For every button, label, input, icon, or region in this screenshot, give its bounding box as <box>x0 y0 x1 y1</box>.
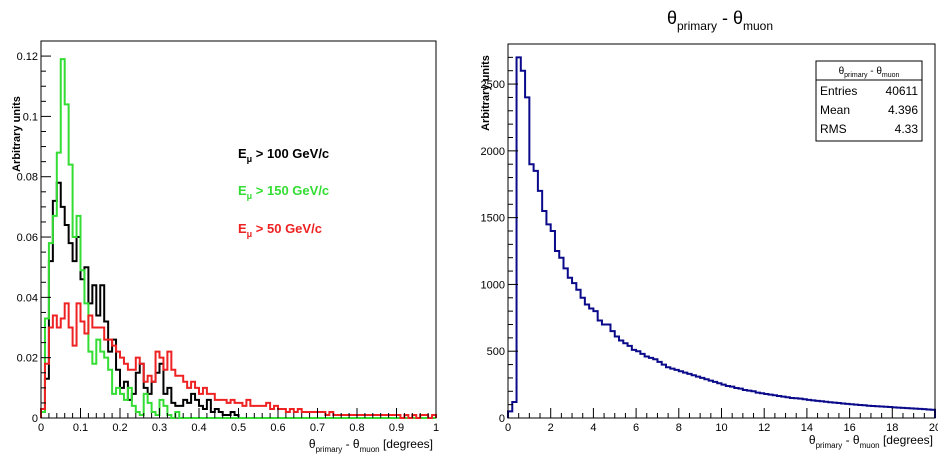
right-y-tick-label: 1500 <box>481 213 505 225</box>
right-series-0-line <box>507 56 936 418</box>
left-y-ticks: 0 0.02 0.04 0.06 0.08 0.1 0.12 <box>17 40 51 425</box>
left-x-tick-label: 0.8 <box>349 422 364 434</box>
right-x-tick-label: 20 <box>929 422 938 434</box>
left-series-1-line <box>40 58 436 419</box>
left-x-tick-label: 0.6 <box>270 422 285 434</box>
right-y-axis-label: Arbitrary units <box>480 55 492 131</box>
left-x-tick-label: 0.5 <box>231 422 246 434</box>
right-series-group <box>507 56 936 418</box>
right-x-tick-label: 16 <box>843 422 855 434</box>
right-x-tick-label: 8 <box>676 422 682 434</box>
left-legend: Eμ > 100 GeV/c Eμ > 150 GeV/c Eμ > 50 Ge… <box>238 146 329 239</box>
stats-mean-label: Mean <box>820 103 850 117</box>
left-x-tick-label: 0.1 <box>73 422 88 434</box>
stats-mean-value: 4.396 <box>888 103 918 117</box>
stats-box-title: θprimary - θmuon <box>839 66 900 79</box>
right-x-tick-label: 18 <box>886 422 898 434</box>
left-series-0-line <box>40 181 436 419</box>
right-y-tick-label: 500 <box>487 346 505 358</box>
right-histogram-plot: θprimary - θmuon 0 2 4 6 8 10 12 14 16 18 20 0 500 1… <box>480 8 938 450</box>
stats-entries-value: 40611 <box>886 84 919 98</box>
legend-entry-150: Eμ > 150 GeV/c <box>238 183 329 201</box>
left-x-tick-label: 0.2 <box>112 422 127 434</box>
left-series-group <box>40 58 437 419</box>
left-x-tick-label: 0.9 <box>389 422 404 434</box>
left-y-tick-label: 0.02 <box>17 353 38 365</box>
legend-entry-50: Eμ > 50 GeV/c <box>238 221 322 239</box>
stats-rms-value: 4.33 <box>895 122 919 136</box>
left-y-tick-label: 0.12 <box>17 51 38 63</box>
stats-box: θprimary - θmuon Entries 40611 Mean 4.39… <box>815 60 923 142</box>
left-x-axis-label: θprimary - θmuon [degrees] <box>309 437 433 454</box>
stats-box-frame <box>815 60 923 142</box>
left-histogram-plot: 0 0.1 0.2 0.3 0.4 0.5 0.6 0.7 0.8 0.9 1 00.020.040… <box>11 40 439 454</box>
right-x-tick-label: 6 <box>633 422 639 434</box>
right-x-tick-label: 2 <box>548 422 554 434</box>
right-x-tick-label: 10 <box>715 422 727 434</box>
stats-rms-label: RMS <box>820 122 847 136</box>
left-x-tick-label: 0.3 <box>152 422 167 434</box>
left-y-tick-label: 0 <box>32 413 38 425</box>
right-x-tick-label: 4 <box>590 422 596 434</box>
right-x-ticks: 0 2 4 6 8 10 12 14 16 18 20 <box>505 408 938 434</box>
left-y-axis-label: Arbitrary units <box>11 96 23 172</box>
left-y-tick-label: 0.1 <box>23 111 38 123</box>
left-y-tick-label: 0.06 <box>17 232 38 244</box>
left-series-2-line <box>40 302 437 419</box>
legend-entry-100: Eμ > 100 GeV/c <box>238 146 329 164</box>
left-y-tick-label: 0.08 <box>17 172 38 184</box>
left-x-tick-label: 1 <box>433 422 439 434</box>
left-y-tick-label: 0.04 <box>17 292 38 304</box>
left-x-tick-label: 0.4 <box>191 422 206 434</box>
left-x-tick-label: 0 <box>38 422 44 434</box>
right-x-tick-label: 12 <box>758 422 770 434</box>
right-y-ticks: 0 500 1000 1500 2000 2500 <box>481 43 518 425</box>
right-y-tick-label: 1000 <box>481 279 505 291</box>
right-x-tick-label: 0 <box>505 422 511 434</box>
right-y-tick-label: 2500 <box>481 79 505 91</box>
right-x-axis-label: θprimary - θmuon [degrees] <box>809 433 933 450</box>
left-x-ticks: 0 0.1 0.2 0.3 0.4 0.5 0.6 0.7 0.8 0.9 1 <box>38 408 439 434</box>
left-x-tick-label: 0.7 <box>310 422 325 434</box>
right-y-tick-label: 2000 <box>481 146 505 158</box>
right-x-tick-label: 14 <box>801 422 813 434</box>
stats-entries-label: Entries <box>820 84 857 98</box>
right-plot-title: θprimary - θmuon <box>667 8 773 33</box>
right-y-tick-label: 0 <box>499 413 505 425</box>
